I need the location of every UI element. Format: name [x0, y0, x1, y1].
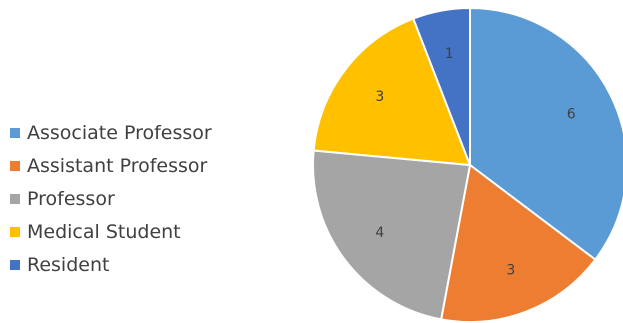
pie-slice-medical-student	[312, 17, 472, 167]
data-label-resident: 1	[445, 46, 454, 62]
pie-slice-professor	[312, 149, 472, 321]
legend-swatch-professor	[10, 194, 20, 204]
legend-label-associate-professor: Associate Professor	[27, 122, 212, 144]
data-label-professor: 4	[375, 225, 384, 241]
pie-slices	[312, 6, 623, 323]
legend-label-medical-student: Medical Student	[27, 221, 181, 243]
legend-label-professor: Professor	[27, 188, 115, 210]
pie-slice-associate-professor	[469, 6, 623, 262]
data-label-medical-student: 3	[375, 89, 384, 105]
data-label-assistant-professor: 3	[506, 262, 515, 278]
pie-data-labels: 6 3 4 3 1	[375, 46, 575, 279]
legend-swatch-medical-student	[10, 227, 20, 237]
pie-slice-resident	[411, 6, 471, 166]
legend-swatch-associate-professor	[10, 128, 20, 138]
legend-label-resident: Resident	[27, 254, 109, 276]
pie-slice-assistant-professor	[439, 163, 597, 323]
legend: Associate Professor Assistant Professor Pr…	[10, 122, 212, 276]
data-label-associate-professor: 6	[567, 107, 576, 123]
legend-label-assistant-professor: Assistant Professor	[27, 155, 208, 177]
legend-swatch-resident	[10, 260, 20, 270]
legend-swatch-assistant-professor	[10, 161, 20, 171]
